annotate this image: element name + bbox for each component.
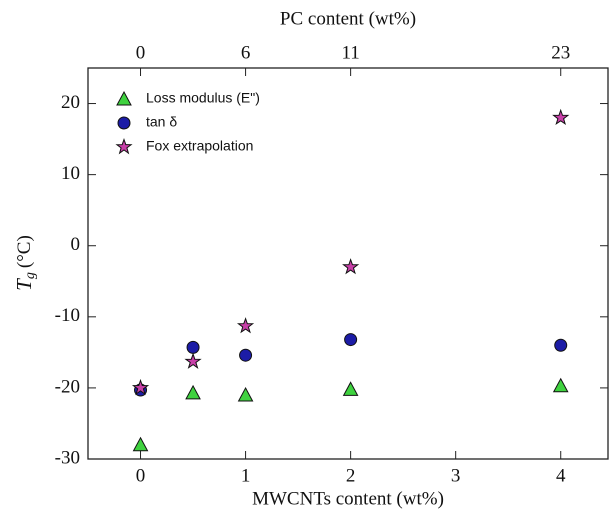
y-tick-label: -30 — [55, 447, 80, 468]
marker-star — [342, 258, 360, 275]
x2-axis-label: PC content (wt%) — [280, 8, 416, 29]
marker-circle — [554, 338, 568, 352]
y-tick-label: 10 — [61, 163, 80, 184]
y-label-symbol: T — [12, 278, 36, 291]
x-tick-label: 2 — [346, 465, 356, 486]
y-tick-label: 0 — [71, 234, 81, 255]
marker-triangle — [116, 90, 132, 106]
marker-triangle — [185, 384, 201, 400]
plot-frame — [87, 67, 609, 460]
marker-triangle — [237, 386, 254, 402]
marker-circle — [117, 116, 131, 130]
y-label-unit: (°C) — [14, 235, 35, 268]
y-tick-label: 20 — [61, 92, 80, 113]
y-label-subscript: g — [23, 272, 38, 279]
marker-star — [131, 378, 150, 396]
legend-label: Loss modulus (E") — [146, 90, 260, 106]
y-tick-label: -10 — [55, 305, 80, 326]
marker-triangle — [342, 381, 359, 396]
marker-triangle — [552, 377, 569, 393]
x-axis-label: MWCNTs content (wt%) — [252, 488, 444, 509]
y-axis-label: Tg (°C) — [12, 235, 38, 291]
marker-circle — [344, 333, 358, 347]
legend-label: Fox extrapolation — [146, 138, 253, 154]
x-tick-label: 3 — [451, 465, 461, 486]
x2-tick-label: 23 — [551, 42, 570, 63]
marker-star — [236, 317, 255, 334]
marker-circle — [186, 340, 200, 354]
marker-star — [184, 352, 202, 369]
x2-tick-label: 6 — [241, 42, 251, 63]
x-tick-label: 1 — [241, 465, 251, 486]
x-tick-label: 4 — [556, 465, 566, 486]
x2-tick-label: 11 — [341, 42, 359, 63]
y-tick-label: -20 — [55, 376, 80, 397]
x2-tick-label: 0 — [136, 42, 146, 63]
marker-triangle — [132, 436, 149, 452]
marker-circle — [239, 348, 253, 362]
x-tick-label: 0 — [136, 465, 146, 486]
marker-star — [552, 108, 570, 126]
marker-star — [115, 137, 133, 155]
legend-label: tan δ — [146, 114, 177, 130]
